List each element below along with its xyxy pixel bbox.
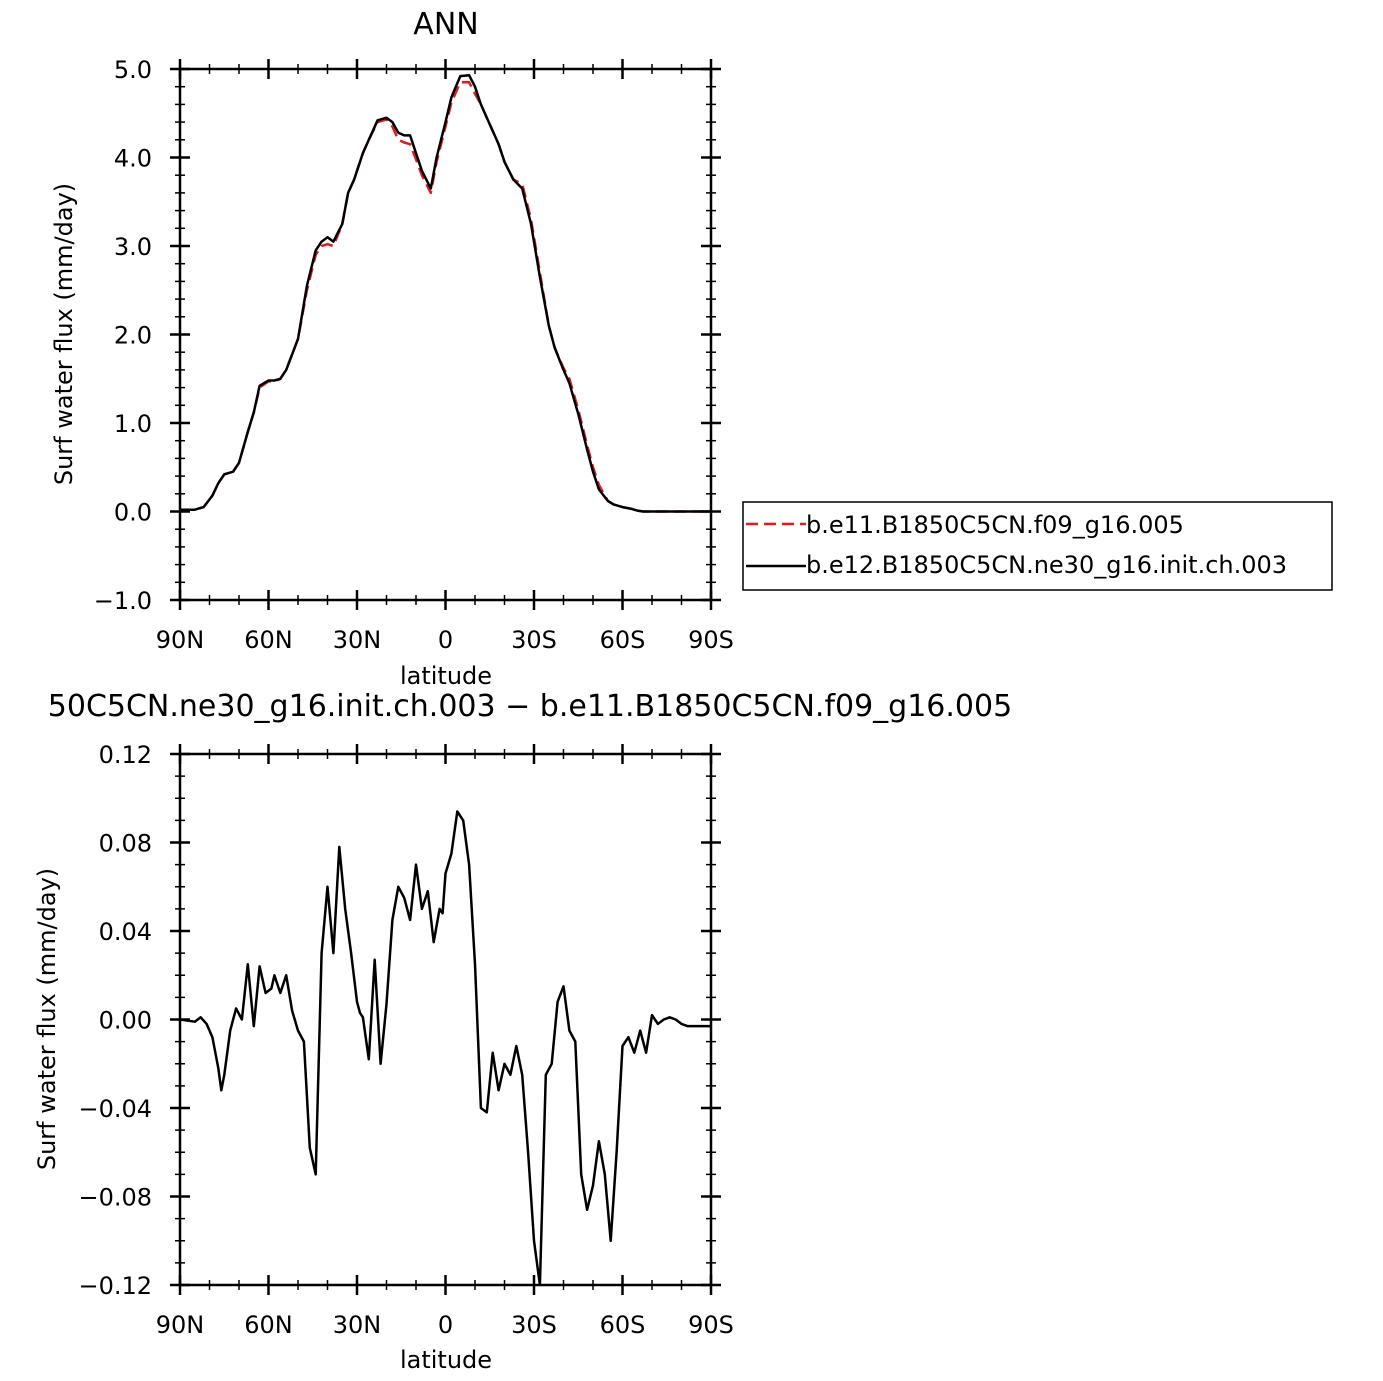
x-tick-label: 90N xyxy=(156,1311,205,1339)
y-tick-label: 0.00 xyxy=(99,1007,152,1035)
y-tick-label: 0.0 xyxy=(114,499,152,527)
x-tick-label: 30S xyxy=(511,626,557,654)
y-tick-label: 0.12 xyxy=(99,741,152,769)
top-plot-frame xyxy=(178,67,713,602)
x-tick-label: 0 xyxy=(438,1311,453,1339)
top-y-tick-labels: 5.0 4.0 3.0 2.0 1.0 0.0 −1.0 xyxy=(94,56,152,615)
x-tick-label: 30S xyxy=(511,1311,557,1339)
bottom-plot-frame xyxy=(178,752,713,1287)
top-series-line-2 xyxy=(180,73,711,513)
x-tick-label: 90N xyxy=(156,626,205,654)
chart-title-top: ANN xyxy=(413,7,478,42)
y-tick-label: 1.0 xyxy=(114,410,152,438)
x-tick-label: 60N xyxy=(244,1311,293,1339)
y-tick-label: 0.04 xyxy=(99,918,152,946)
y-tick-label: 4.0 xyxy=(114,145,152,173)
legend-entry-2: b.e12.B1850C5CN.ne30_g16.init.ch.003 xyxy=(806,551,1287,579)
x-tick-label: 60N xyxy=(244,626,293,654)
legend-box xyxy=(742,501,1333,591)
top-series-line-1 xyxy=(180,81,711,513)
top-axis-ticks xyxy=(170,59,721,610)
x-tick-label: 0 xyxy=(438,626,453,654)
y-tick-label: −0.04 xyxy=(78,1095,152,1123)
y-tick-label: 3.0 xyxy=(114,233,152,261)
top-series-group xyxy=(180,73,711,513)
top-x-tick-labels: 90N 60N 30N 0 30S 60S 90S xyxy=(156,626,734,654)
bot-series-line-1 xyxy=(179,810,711,1287)
x-tick-label: 90S xyxy=(688,626,734,654)
x-tick-label: 30N xyxy=(333,1311,382,1339)
y-tick-label: −0.08 xyxy=(78,1184,152,1212)
top-x-axis-label: latitude xyxy=(400,662,492,690)
bottom-series-group xyxy=(179,810,711,1287)
x-tick-label: 60S xyxy=(600,626,646,654)
x-tick-label: 60S xyxy=(600,1311,646,1339)
bottom-x-tick-labels: 90N 60N 30N 0 30S 60S 90S xyxy=(156,1311,734,1339)
top-panel: ANN 5.0 4.0 3.0 2.0 1.0 0.0 −1.0 90N 60N 30N 0 30S… xyxy=(50,7,1333,690)
y-tick-label: 5.0 xyxy=(114,56,152,84)
x-tick-label: 30N xyxy=(333,626,382,654)
y-tick-label: 0.08 xyxy=(99,830,152,858)
bottom-x-axis-label: latitude xyxy=(400,1346,492,1374)
legend-entry-1: b.e11.B1850C5CN.f09_g16.005 xyxy=(806,511,1184,539)
bottom-y-tick-labels: 0.12 0.08 0.04 0.00 −0.04 −0.08 −0.12 xyxy=(78,741,152,1300)
y-tick-label: 2.0 xyxy=(114,322,152,350)
x-tick-label: 90S xyxy=(688,1311,734,1339)
y-tick-label: −1.0 xyxy=(94,587,152,615)
y-tick-label: −0.12 xyxy=(78,1272,152,1300)
legend: b.e11.B1850C5CN.f09_g16.005 b.e12.B1850C… xyxy=(742,501,1333,591)
chart-title-bottom: 50C5CN.ne30_g16.init.ch.003 − b.e11.B185… xyxy=(48,689,1012,724)
top-y-axis-label: Surf water flux (mm/day) xyxy=(50,183,78,485)
bottom-panel: 50C5CN.ne30_g16.init.ch.003 − b.e11.B185… xyxy=(33,689,1012,1374)
bottom-y-axis-label: Surf water flux (mm/day) xyxy=(33,868,61,1170)
